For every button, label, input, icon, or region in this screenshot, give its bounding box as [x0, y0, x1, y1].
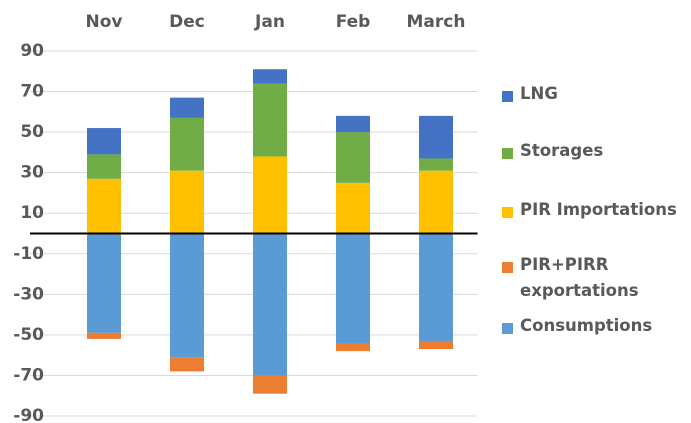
- bar-segment: [419, 115, 453, 159]
- bar-segment: [170, 170, 204, 234]
- bar-segment: [253, 69, 287, 84]
- y-tick-label: 70: [20, 82, 44, 102]
- legend-item: LNG: [502, 84, 687, 107]
- y-tick-label: 90: [20, 41, 44, 61]
- y-tick-label: 30: [20, 163, 44, 183]
- bar-segment: [87, 178, 121, 234]
- legend-label: LNG: [520, 84, 558, 103]
- y-tick-label: 50: [20, 122, 44, 142]
- bar-segment: [170, 97, 204, 118]
- legend-item: PIR+PIRR exportations: [502, 255, 687, 304]
- bar-segment: [87, 233, 121, 333]
- legend-label: PIR Importations: [520, 200, 677, 219]
- legend-label: Storages: [520, 141, 604, 160]
- bar-segment: [170, 357, 204, 372]
- legend-swatch: [502, 262, 513, 273]
- x-tick-label: Dec: [169, 12, 205, 32]
- legend-swatch: [502, 207, 513, 218]
- bar-segment: [87, 332, 121, 339]
- y-tick-label: -90: [13, 406, 44, 423]
- bar-segment: [336, 343, 370, 352]
- bar-segment: [419, 170, 453, 234]
- y-tick-label: -10: [13, 244, 44, 264]
- y-tick-label: -50: [13, 325, 44, 345]
- legend-item: PIR Importations: [502, 200, 687, 223]
- bar-segment: [170, 233, 204, 358]
- x-tick-label: Nov: [86, 12, 123, 32]
- y-tick-label: -70: [13, 365, 44, 385]
- legend-swatch: [502, 91, 513, 102]
- bar-segment: [419, 340, 453, 350]
- bar-segment: [170, 117, 204, 171]
- bar-segment: [336, 182, 370, 234]
- bar-segment: [419, 158, 453, 171]
- bar-segment: [253, 375, 287, 394]
- legend-item: Storages: [502, 141, 687, 164]
- bar-segment: [87, 128, 121, 155]
- bar-segment: [253, 156, 287, 234]
- legend-item: Consumptions: [502, 316, 687, 339]
- bar-segment: [419, 233, 453, 341]
- x-tick-label: Jan: [254, 12, 285, 32]
- legend-swatch: [502, 323, 513, 334]
- x-tick-label: March: [407, 12, 466, 32]
- bar-segment: [336, 233, 370, 343]
- bar-segment: [336, 132, 370, 183]
- x-tick-label: Feb: [336, 12, 371, 32]
- legend-label: PIR+PIRR exportations: [520, 255, 639, 300]
- bar-segment: [87, 154, 121, 179]
- bar-segment: [336, 115, 370, 133]
- bar-segment: [253, 83, 287, 157]
- legend-label: Consumptions: [520, 316, 653, 335]
- legend-swatch: [502, 148, 513, 159]
- bar-segment: [253, 233, 287, 376]
- y-tick-label: 10: [20, 203, 44, 223]
- y-tick-label: -30: [13, 284, 44, 304]
